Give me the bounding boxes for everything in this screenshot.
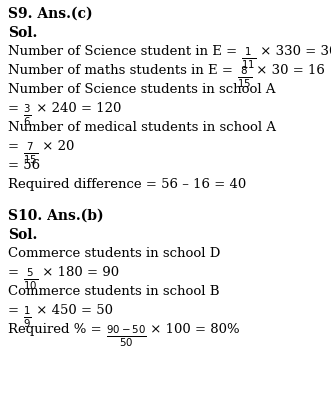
Text: × 330 = 30: × 330 = 30	[257, 45, 331, 58]
Text: Number of maths students in E =: Number of maths students in E =	[8, 64, 237, 77]
Text: Sol.: Sol.	[8, 228, 37, 242]
Text: × 450 = 50: × 450 = 50	[32, 304, 113, 317]
Text: Number of Science students in school A: Number of Science students in school A	[8, 83, 275, 96]
Text: =: =	[8, 304, 23, 317]
Text: × 180 = 90: × 180 = 90	[38, 266, 119, 279]
Text: Number of Science student in E =: Number of Science student in E =	[8, 45, 241, 58]
Text: $\frac{1}{9}$: $\frac{1}{9}$	[23, 305, 32, 330]
Text: $\frac{1}{11}$: $\frac{1}{11}$	[241, 46, 257, 71]
Text: × 100 = 80%: × 100 = 80%	[147, 323, 240, 336]
Text: $\frac{5}{10}$: $\frac{5}{10}$	[23, 267, 38, 292]
Text: Required % =: Required % =	[8, 323, 106, 336]
Text: = 56: = 56	[8, 159, 40, 172]
Text: =: =	[8, 266, 23, 279]
Text: $\frac{3}{6}$: $\frac{3}{6}$	[23, 103, 32, 128]
Text: × 20: × 20	[38, 140, 75, 153]
Text: Commerce students in school D: Commerce students in school D	[8, 247, 220, 260]
Text: $\frac{7}{15}$: $\frac{7}{15}$	[23, 141, 38, 166]
Text: =: =	[8, 140, 23, 153]
Text: Number of medical students in school A: Number of medical students in school A	[8, 121, 276, 134]
Text: Sol.: Sol.	[8, 26, 37, 40]
Text: S10. Ans.(b): S10. Ans.(b)	[8, 209, 104, 223]
Text: Required difference = 56 – 16 = 40: Required difference = 56 – 16 = 40	[8, 178, 246, 191]
Text: S9. Ans.(c): S9. Ans.(c)	[8, 7, 93, 21]
Text: × 240 = 120: × 240 = 120	[32, 102, 121, 115]
Text: Commerce students in school B: Commerce students in school B	[8, 285, 219, 298]
Text: $\frac{90-50}{50}$: $\frac{90-50}{50}$	[106, 324, 147, 349]
Text: =: =	[8, 102, 23, 115]
Text: × 30 = 16: × 30 = 16	[252, 64, 325, 77]
Text: $\frac{8}{15}$: $\frac{8}{15}$	[237, 65, 252, 90]
